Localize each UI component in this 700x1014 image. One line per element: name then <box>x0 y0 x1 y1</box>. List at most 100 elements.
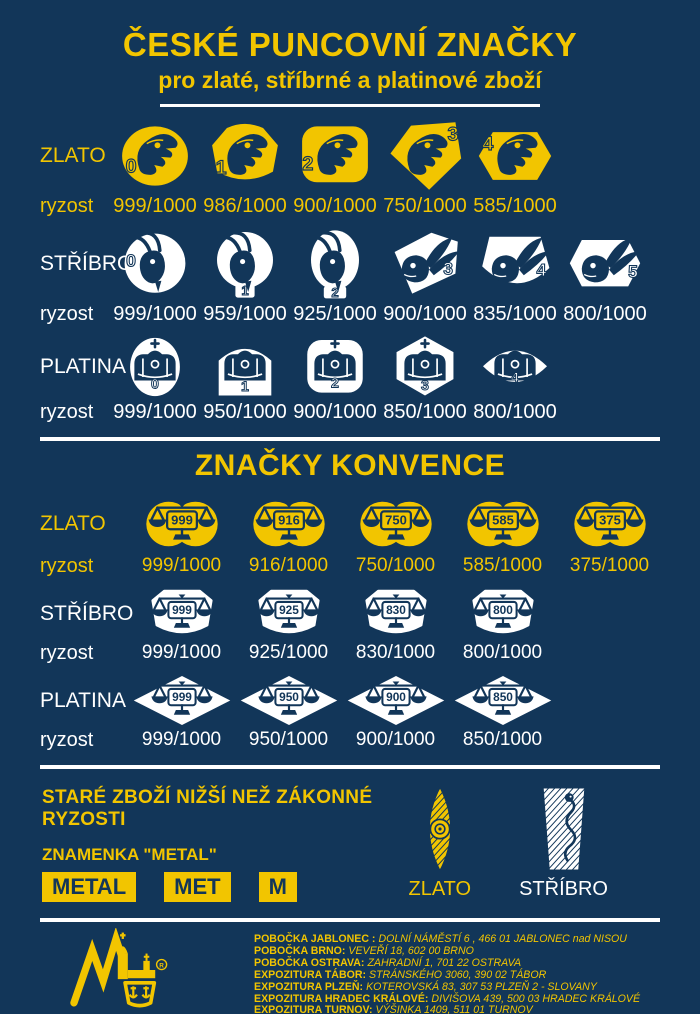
metal-label: PLATINA <box>40 688 126 712</box>
metal-label: STŘÍBRO <box>40 252 134 275</box>
goat-hallmark: 2 <box>307 230 359 300</box>
purity-label: 850/1000 <box>462 729 543 750</box>
crown-hallmark: 0 <box>130 337 180 397</box>
assay-office-block: R PUNCOVNÍ ÚŘAD KOZÍ 4, 110 00 PRAHA 1 w… <box>0 926 252 1014</box>
hallmark-cell: 585 585/1000 <box>449 495 556 579</box>
hallmark-cell: 2 900/1000 <box>290 335 380 425</box>
crown-hallmark: 2 <box>307 338 363 393</box>
metal-label: PLATINA <box>40 355 126 378</box>
hallmark-row: PLATINA ryzost 999 999/1000 950 950/1000 <box>0 674 700 753</box>
office-name: POBOČKA JABLONEC : <box>254 933 376 945</box>
purity-label: 999/1000 <box>141 642 222 663</box>
footer: R PUNCOVNÍ ÚŘAD KOZÍ 4, 110 00 PRAHA 1 w… <box>0 926 700 1014</box>
hallmark-cell: 1 959/1000 <box>200 227 290 327</box>
purity-label: 750/1000 <box>355 555 436 576</box>
metal-badge: MET <box>164 872 231 902</box>
purity-label: 900/1000 <box>293 194 377 217</box>
hallmark-cell: 375 375/1000 <box>556 495 663 579</box>
old-goods-text-block: STARÉ ZBOŽÍ NIŽŠÍ NEŽ ZÁKONNÉ RYZOSTI ZN… <box>42 783 408 902</box>
hallmark-cell: 0 999/1000 <box>110 335 200 425</box>
purity-label: 800/1000 <box>563 302 647 325</box>
office-address: VEVEŘÍ 18, 602 00 BRNO <box>348 944 474 957</box>
hallmark-cell: 5 800/1000 <box>560 227 650 327</box>
goat-hallmark: 0 <box>124 230 186 293</box>
hallmark-cell: 830 830/1000 <box>342 587 449 666</box>
hallmark-cell: 1 986/1000 <box>200 119 290 219</box>
purity-label: 999/1000 <box>141 729 222 750</box>
purity-label: 959/1000 <box>203 302 287 325</box>
hallmark-number: 0 <box>126 155 137 177</box>
hallmark-cell: 999 999/1000 <box>128 495 235 579</box>
purity-label: 999/1000 <box>141 555 222 576</box>
fineness-number: 585 <box>492 513 514 528</box>
convention-scales-hallmark: 950 <box>240 676 337 725</box>
hallmark-row: PLATINA ryzost 0 999/1000 1 950/1000 <box>0 335 700 425</box>
ryzost-label: ryzost <box>40 194 94 217</box>
hallmark-number: 2 <box>331 376 339 392</box>
old-silver-trapezoid-hallmark <box>541 787 586 871</box>
old-goods-marks: ZLATO STŘÍBRO <box>408 783 608 902</box>
fineness-number: 850 <box>493 690 513 704</box>
convention-scales-hallmark: 750 <box>359 501 432 547</box>
convention-scales-hallmark: 999 <box>145 501 218 547</box>
hallmark-row: ZLATO ryzost 0 999/1000 1 986/1000 2 900… <box>0 119 700 219</box>
crown-hallmark: 1 <box>218 338 272 396</box>
old-goods-heading: STARÉ ZBOŽÍ NIŽŠÍ NEŽ ZÁKONNÉ RYZOSTI <box>42 787 373 830</box>
old-goods-mark-label: ZLATO <box>408 878 472 900</box>
czech-hallmarks-section: ZLATO ryzost 0 999/1000 1 986/1000 2 900… <box>0 119 700 425</box>
section-divider-1 <box>40 437 660 441</box>
metal-badge: M <box>258 872 297 902</box>
branch-offices-list: POBOČKA JABLONEC : DOLNÍ NÁMĚSTÍ 6 , 466 … <box>252 928 700 1014</box>
hallmark-number: 5 <box>628 262 638 282</box>
purity-label: 900/1000 <box>293 400 377 423</box>
hallmark-number: 0 <box>126 250 136 270</box>
eagle-hallmark: 0 <box>122 126 188 186</box>
hallmark-cell: 4 585/1000 <box>470 119 560 219</box>
convention-scales-hallmark: 850 <box>454 676 551 725</box>
crown-hallmark: 4 <box>483 338 547 386</box>
hallmark-cell: 850 850/1000 <box>449 674 556 753</box>
convention-scales-hallmark: 999 <box>133 676 230 725</box>
hallmark-number: 4 <box>537 260 547 280</box>
office-line: POBOČKA OSTRAVA: ZAHRADNÍ 1, 701 22 OSTRA… <box>254 956 692 970</box>
fineness-number: 999 <box>172 690 192 704</box>
hallmark-number: 3 <box>443 258 453 278</box>
hallmark-row: ZLATO ryzost 999 999/1000 916 916/1000 <box>0 495 700 579</box>
old-goods-mark: ZLATO <box>408 785 471 901</box>
office-address: KOTEROVSKÁ 83, 307 53 PLZEŇ 2 - SLOVANY <box>366 980 597 993</box>
metal-label: STŘÍBRO <box>40 601 134 625</box>
office-address: ZAHRADNÍ 1, 701 22 OSTRAVA <box>367 956 522 969</box>
fineness-number: 916 <box>278 513 300 528</box>
hallmark-number: 4 <box>482 133 493 155</box>
metal-badges-row: METAL MET M <box>42 872 408 902</box>
goat-hallmark: 1 <box>217 230 273 299</box>
hallmark-cell: 999 999/1000 <box>128 587 235 666</box>
convention-scales-hallmark: 900 <box>347 676 444 725</box>
hallmark-cell: 800 800/1000 <box>449 587 556 666</box>
fineness-number: 800 <box>493 603 513 617</box>
old-goods-mark-label: STŘÍBRO <box>519 878 608 900</box>
hallmark-row: STŘÍBRO ryzost 0 999/1000 1 959/1000 <box>0 227 700 327</box>
crown-hallmark: 3 <box>396 336 454 396</box>
eagle-hallmark: 1 <box>212 123 278 180</box>
hallmark-number: 2 <box>331 285 338 300</box>
hare-hallmark: 3 <box>394 232 460 294</box>
office-line: EXPOZITURA PLZEŇ: KOTEROVSKÁ 83, 307 53 P… <box>254 980 692 994</box>
section-divider-3 <box>40 918 660 922</box>
hallmark-number: 0 <box>151 376 159 392</box>
title-underline <box>160 104 540 107</box>
eagle-hallmark: 2 <box>302 126 368 183</box>
hallmark-cell: 4 835/1000 <box>470 227 560 327</box>
purity-label: 999/1000 <box>113 194 197 217</box>
purity-label: 925/1000 <box>293 302 377 325</box>
office-line: POBOČKA JABLONEC : DOLNÍ NÁMĚSTÍ 6 , 466 … <box>254 933 692 946</box>
old-goods-section: STARÉ ZBOŽÍ NIŽŠÍ NEŽ ZÁKONNÉ RYZOSTI ZN… <box>0 769 700 906</box>
svg-text:R: R <box>159 962 164 969</box>
purity-label: 830/1000 <box>355 642 436 663</box>
purity-label: 900/1000 <box>383 302 467 325</box>
ryzost-label: ryzost <box>40 400 94 423</box>
hallmark-row: STŘÍBRO ryzost 999 999/1000 925 925/1000 <box>0 587 700 666</box>
old-goods-mark: STŘÍBRO <box>519 785 608 901</box>
purity-label: 950/1000 <box>203 400 287 423</box>
purity-label: 999/1000 <box>113 302 197 325</box>
